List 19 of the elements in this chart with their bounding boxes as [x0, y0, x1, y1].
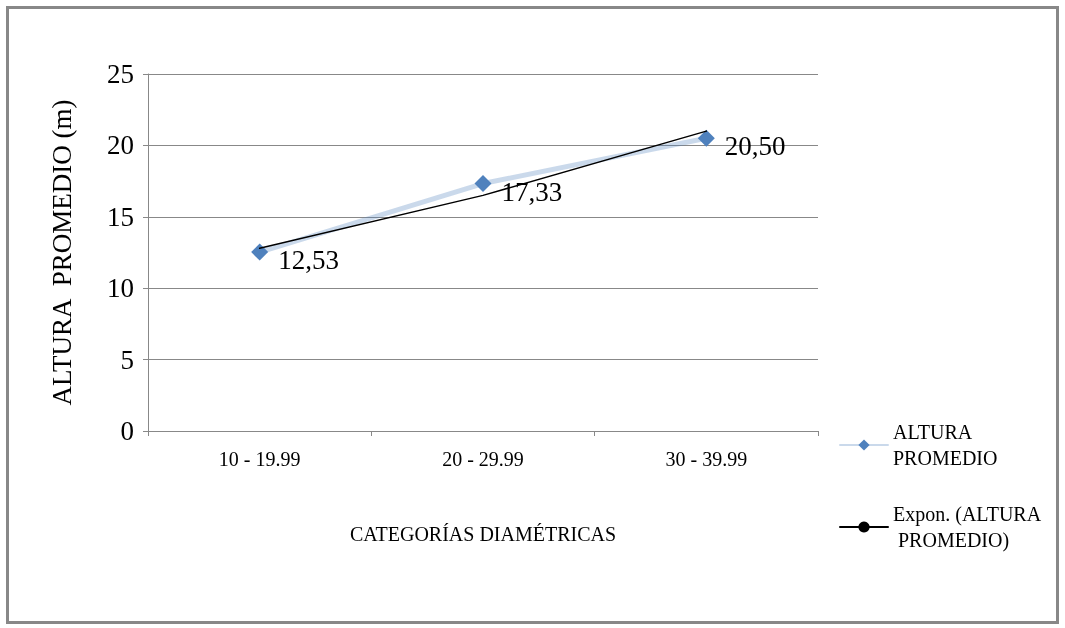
x-tick-label: 10 - 19.99 [218, 448, 301, 470]
y-axis-title: ALTURA PROMEDIO (m) [47, 99, 77, 406]
data-label: 20,50 [724, 131, 786, 162]
y-tick-label: 10 [107, 273, 134, 304]
data-label: 12,53 [278, 245, 339, 276]
x-axis-title: CATEGORÍAS DIAMÉTRICAS [349, 523, 617, 545]
y-tick-label: 15 [107, 201, 134, 232]
data-label: 17,33 [501, 176, 563, 207]
y-tick-label: 5 [120, 344, 134, 375]
point [251, 243, 269, 261]
y-tick-label: 20 [107, 130, 134, 161]
legend-label: Expon. (ALTURA PROMEDIO) [893, 503, 1042, 552]
x-tick-label: 20 - 29.99 [442, 448, 524, 470]
legend-label: ALTURA PROMEDIO [893, 421, 998, 469]
point [697, 129, 715, 147]
y-tick-label: 25 [107, 59, 134, 89]
y-tick-label: 0 [120, 416, 134, 446]
point [474, 175, 492, 193]
x-tick-label: 30 - 39.99 [665, 448, 748, 470]
